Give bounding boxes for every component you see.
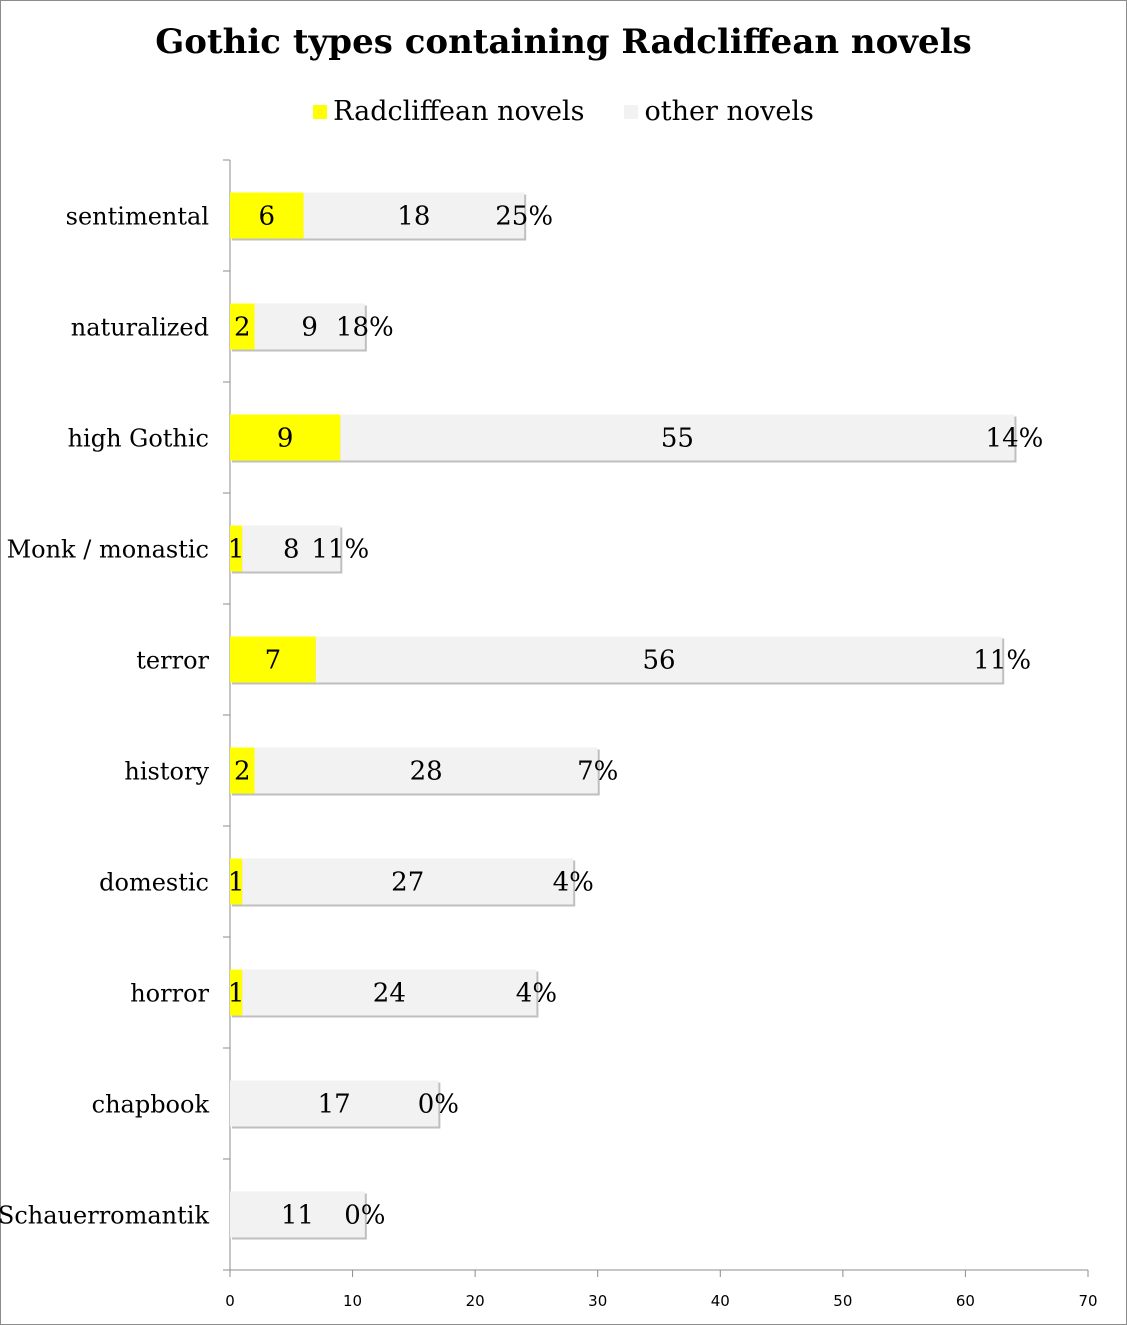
legend-swatch-other [624,104,639,119]
category-label: history [124,758,209,786]
bar-radcliffean [230,747,255,794]
x-tick-label: 20 [466,1292,485,1310]
legend-item-radcliffean: Radcliffean novels [313,96,584,127]
x-tick-label: 70 [1078,1292,1097,1310]
data-label: 7 [265,646,282,676]
bar-other [242,969,537,1016]
data-label: 9 [277,424,294,454]
percent-label: 14% [986,424,1044,454]
legend-item-other: other novels [624,96,814,127]
bar-radcliffean [230,192,304,239]
bar-radcliffean [230,414,341,461]
bar-other [303,192,525,239]
bar-radcliffean [230,858,243,905]
x-tick-label: 10 [343,1292,362,1310]
data-label: 8 [283,535,300,565]
category-label: Schauerromantik [0,1202,209,1230]
bar-other [242,858,574,905]
data-label: 24 [373,979,406,1009]
bar-other [242,525,341,572]
category-label: naturalized [71,314,209,342]
category-label: domestic [99,869,209,897]
bar-other [254,303,365,350]
bar-other [254,747,598,794]
category-label: terror [136,647,209,675]
bar-radcliffean [230,636,316,683]
data-label: 11 [281,1201,314,1231]
legend-swatch-radcliffean [313,104,328,119]
data-label: 1 [228,535,245,565]
x-tick-label: 50 [833,1292,852,1310]
bar-radcliffean [230,303,255,350]
bar-other [230,1191,365,1238]
legend-label-other: other novels [644,96,814,127]
data-label: 28 [410,757,443,787]
bar-radcliffean [230,969,243,1016]
data-label: 18 [397,202,430,232]
category-label: chapbook [92,1091,210,1119]
data-label: 56 [642,646,675,676]
percent-label: 25% [495,202,553,232]
data-label: 27 [391,868,424,898]
chart-legend: Radcliffean novels other novels [0,96,1127,127]
data-label: 1 [228,868,245,898]
x-tick-label: 60 [956,1292,975,1310]
percent-label: 0% [418,1090,459,1120]
chart-title: Gothic types containing Radcliffean nove… [155,22,972,62]
x-tick-label: 40 [711,1292,730,1310]
bar-other [230,1080,439,1127]
data-label: 6 [258,202,275,232]
percent-label: 18% [336,313,394,343]
percent-label: 11% [311,535,369,565]
x-tick-label: 30 [588,1292,607,1310]
data-label: 2 [234,757,251,787]
percent-label: 0% [344,1201,385,1231]
category-label: Monk / monastic [7,536,209,564]
bar-other [340,414,1015,461]
percent-label: 4% [516,979,557,1009]
percent-label: 4% [553,868,594,898]
percent-label: 7% [577,757,618,787]
category-label: sentimental [66,203,209,231]
x-tick-label: 0 [225,1292,235,1310]
category-label: high Gothic [68,425,209,453]
data-label: 1 [228,979,245,1009]
bar-other [315,636,1003,683]
data-label: 9 [301,313,318,343]
data-label: 17 [318,1090,351,1120]
percent-label: 11% [973,646,1031,676]
bar-radcliffean [230,525,243,572]
data-label: 2 [234,313,251,343]
data-label: 55 [661,424,694,454]
category-label: horror [130,980,209,1008]
legend-label-radcliffean: Radcliffean novels [333,96,585,127]
